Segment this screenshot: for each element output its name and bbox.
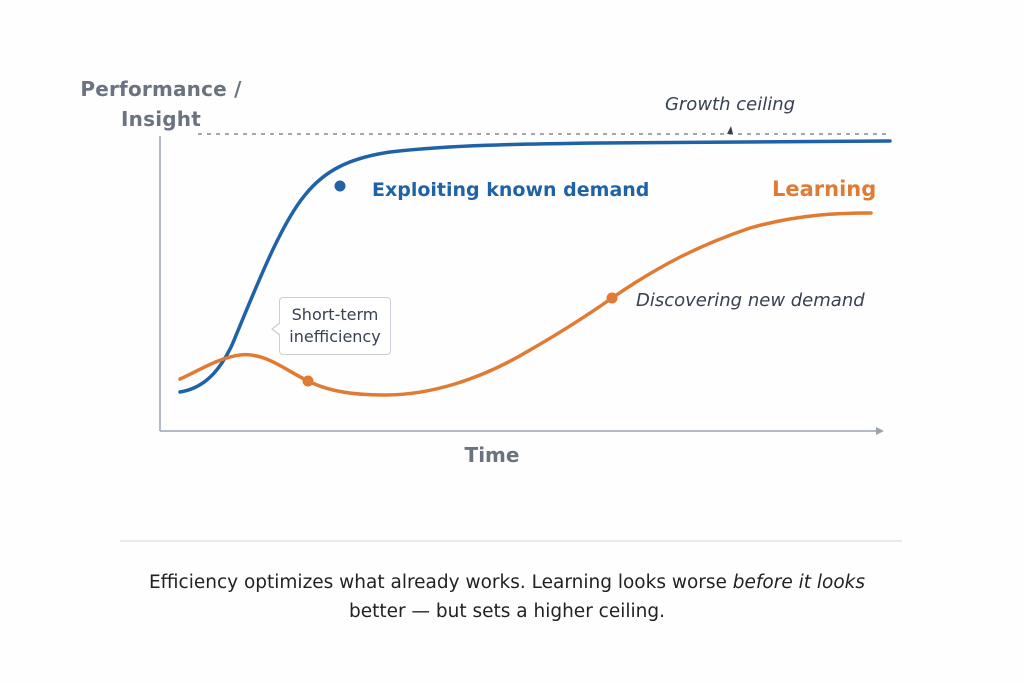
learning-curve [178, 211, 873, 397]
callout-line2: inefficiency [289, 327, 381, 346]
growth-ceiling-label: Growth ceiling [664, 94, 796, 115]
caption-part3: better — but sets a higher ceiling. [348, 601, 666, 622]
x-axis-arrow-icon [876, 427, 884, 435]
caption-part2: before it looks [732, 572, 866, 593]
learning-label: Learning [772, 177, 877, 201]
learning-growth-point [606, 292, 618, 304]
y-axis-title-line1: Performance / [80, 77, 242, 101]
efficiency-point [334, 180, 346, 192]
discovering-label: Discovering new demand [636, 290, 865, 311]
divider [120, 540, 902, 542]
caption-part1: Efficiency optimizes what already works.… [148, 572, 733, 593]
exploiting-label: Exploiting known demand [372, 179, 650, 201]
efficiency-curve [178, 139, 892, 394]
y-axis-title: Performance / Insight [76, 74, 246, 134]
ceiling-marker-icon [727, 126, 733, 134]
short-term-inefficiency-callout: Short-term inefficiency [271, 297, 391, 355]
callout-line1: Short-term [291, 305, 379, 324]
learning-dip-point [302, 375, 314, 387]
x-axis-title: Time [464, 443, 520, 467]
y-axis-title-line2: Insight [121, 107, 201, 131]
caption: Efficiency optimizes what already works.… [110, 568, 904, 626]
